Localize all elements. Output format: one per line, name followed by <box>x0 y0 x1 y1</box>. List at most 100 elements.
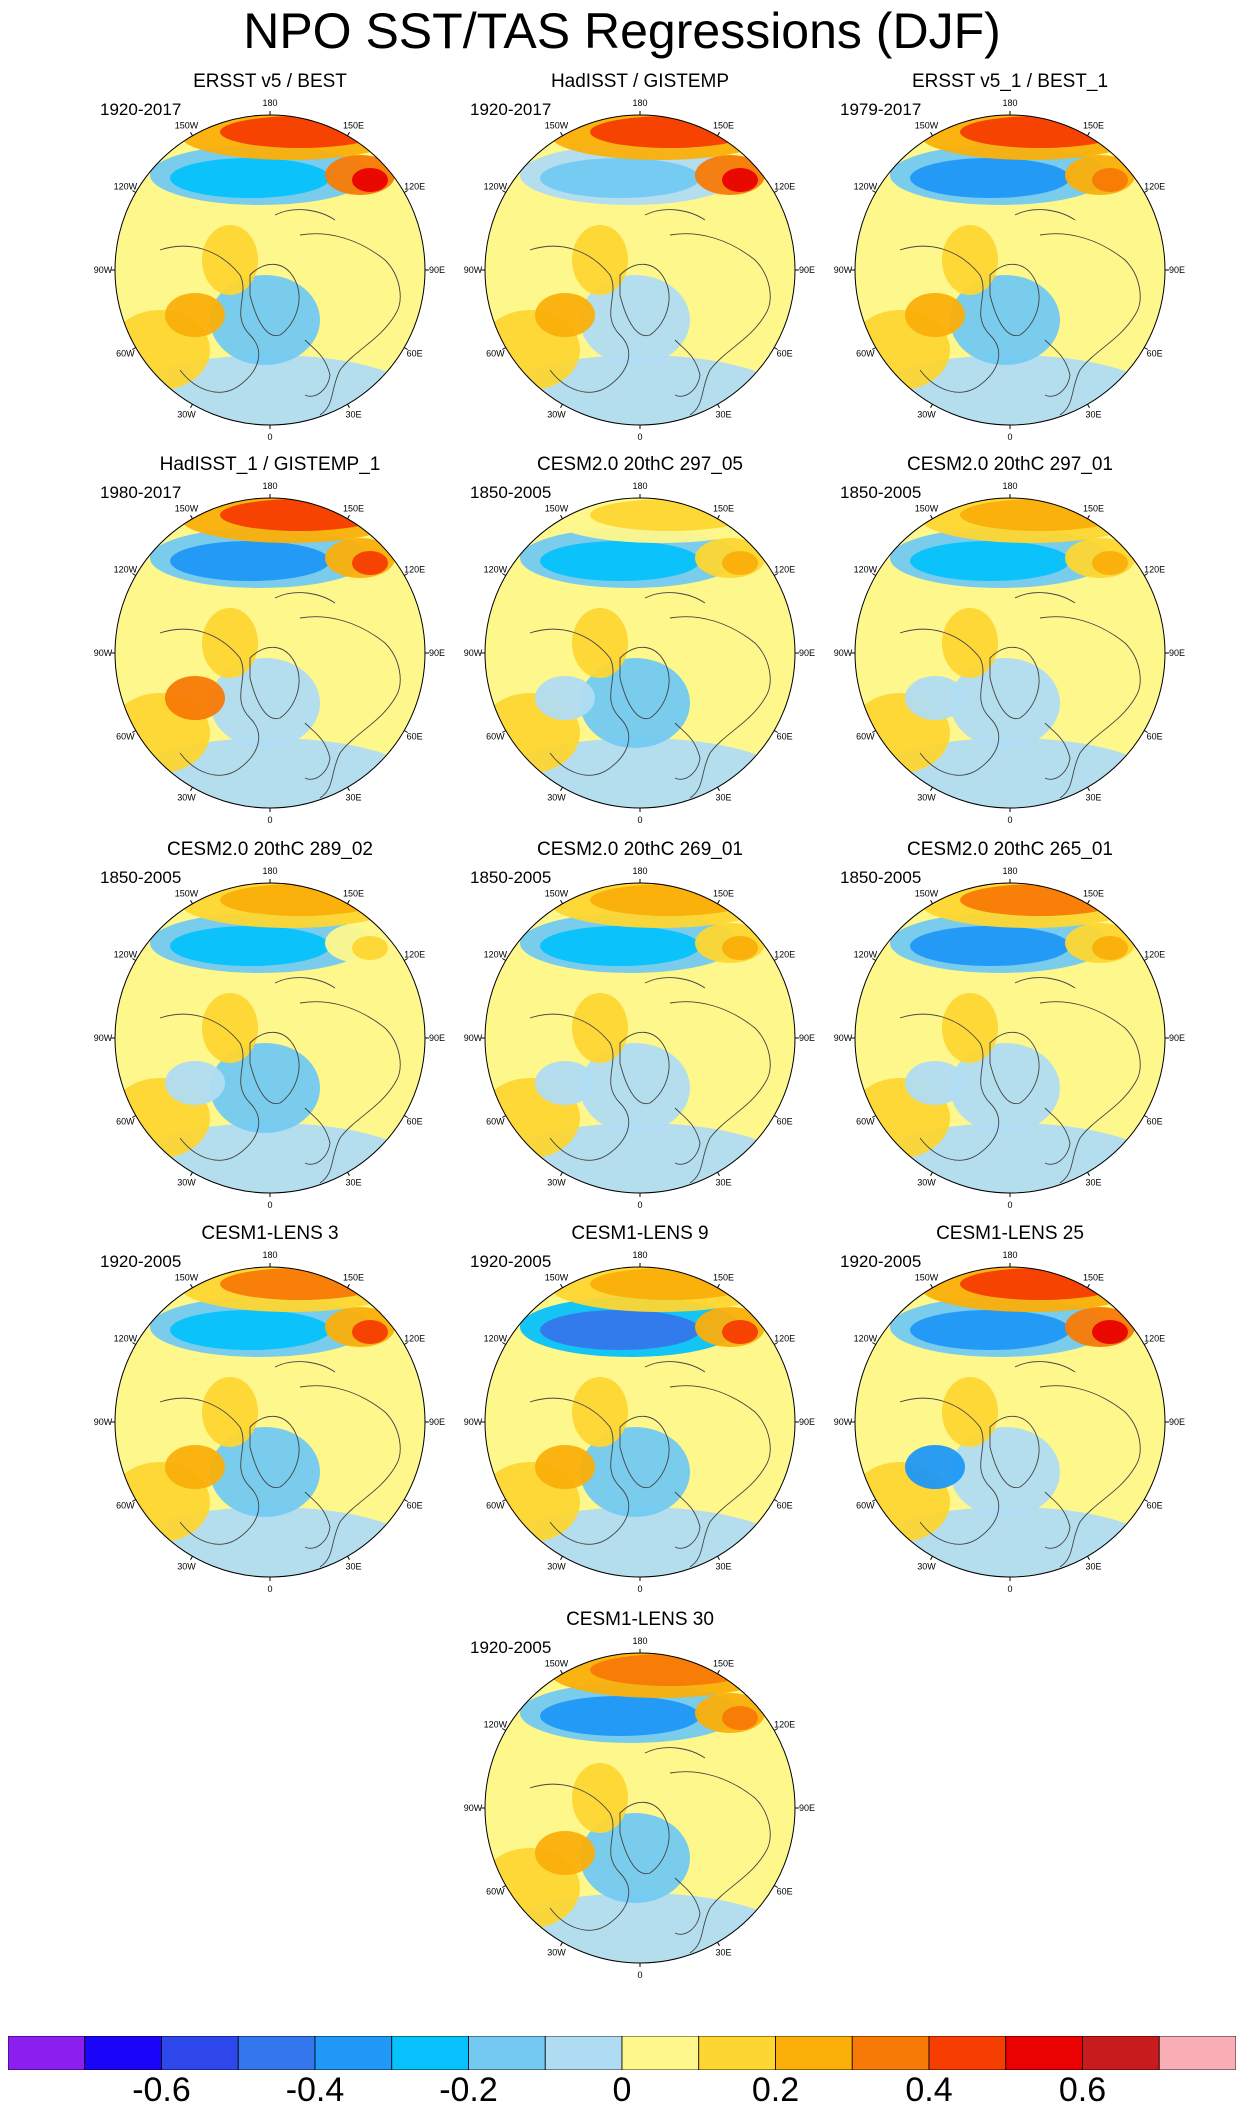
longitude-label: 60W <box>486 1501 505 1511</box>
longitude-label: 30W <box>917 410 936 420</box>
longitude-label: 30E <box>345 410 361 420</box>
longitude-label: 180 <box>632 98 647 108</box>
longitude-label: 90W <box>834 1033 853 1043</box>
longitude-label: 30W <box>177 793 196 803</box>
longitude-label: 180 <box>632 481 647 491</box>
longitude-label: 60W <box>486 1887 505 1897</box>
longitude-label: 150W <box>545 888 569 898</box>
colorbar-label: -0.2 <box>439 2071 498 2109</box>
longitude-label: 150W <box>545 1658 569 1668</box>
longitude-label: 120E <box>774 950 795 960</box>
colorbar-swatch <box>621 2036 700 2070</box>
longitude-label: 0 <box>637 1970 642 1980</box>
longitude-label: 30W <box>177 1562 196 1572</box>
map-panel: CESM2.0 20thC 297_01 1850-2005 180 150E 120E… <box>830 453 1190 833</box>
panel-period: 1920-2005 <box>840 1252 922 1271</box>
longitude-label: 150W <box>175 1272 199 1282</box>
longitude-label: 0 <box>1007 815 1012 825</box>
longitude-label: 150E <box>1083 888 1104 898</box>
longitude-label: 90W <box>94 648 113 658</box>
panel-title: CESM1-LENS 25 <box>936 1223 1084 1244</box>
map-panel: HadISST_1 / GISTEMP_1 1980-2017 180 150E 120… <box>90 453 450 833</box>
polar-map: 180 150E 120E 90E 60E 30E 0 30W 60W 90W 120W 150W <box>94 98 445 442</box>
longitude-label: 30E <box>1085 1178 1101 1188</box>
longitude-label: 90E <box>799 1033 815 1043</box>
panel-period: 1850-2005 <box>840 868 922 887</box>
longitude-label: 150W <box>915 120 939 130</box>
colorbar-swatch <box>544 2036 623 2070</box>
longitude-label: 150E <box>343 503 364 513</box>
longitude-label: 120E <box>1144 950 1165 960</box>
longitude-label: 90E <box>429 1417 445 1427</box>
longitude-label: 150W <box>915 1272 939 1282</box>
longitude-label: 180 <box>1002 481 1017 491</box>
panel-title: HadISST / GISTEMP <box>550 71 730 92</box>
longitude-label: 60W <box>116 349 135 359</box>
longitude-label: 60E <box>777 732 793 742</box>
longitude-label: 90W <box>834 265 853 275</box>
colorbar-label: 0.4 <box>905 2071 953 2109</box>
longitude-label: 180 <box>262 98 277 108</box>
longitude-label: 150E <box>713 1658 734 1668</box>
longitude-label: 150E <box>343 120 364 130</box>
longitude-label: 60E <box>1147 732 1163 742</box>
polar-map: 180 150E 120E 90E 60E 30E 0 30W 60W 90W 120W 150W <box>834 98 1185 442</box>
colorbar-swatch <box>84 2036 162 2070</box>
polar-map: 180 150E 120E 90E 60E 30E 0 30W 60W 90W 120W 150W <box>94 481 445 825</box>
longitude-label: 180 <box>632 1250 647 1260</box>
map-panel: ERSST v5 / BEST 1920-2017 180 150E 120E 90E 60… <box>90 70 450 450</box>
polar-map: 180 150E 120E 90E 60E 30E 0 30W 60W 90W 120W 150W <box>464 1636 815 1980</box>
longitude-label: 30E <box>1085 793 1101 803</box>
longitude-label: 120W <box>114 565 138 575</box>
longitude-label: 120W <box>484 565 508 575</box>
colorbar-swatch <box>851 2036 930 2070</box>
polar-map: 180 150E 120E 90E 60E 30E 0 30W 60W 90W 120W 150W <box>94 866 445 1210</box>
longitude-label: 30W <box>547 793 566 803</box>
longitude-label: 150E <box>343 888 364 898</box>
longitude-label: 30E <box>715 1948 731 1958</box>
longitude-label: 60E <box>777 1887 793 1897</box>
longitude-label: 60W <box>486 349 505 359</box>
longitude-label: 0 <box>637 1584 642 1594</box>
longitude-label: 60E <box>1147 1117 1163 1127</box>
panel-title: HadISST_1 / GISTEMP_1 <box>159 454 381 475</box>
map-panel: CESM2.0 20thC 265_01 1850-2005 180 150E 120E… <box>830 838 1190 1218</box>
longitude-label: 120E <box>1144 1334 1165 1344</box>
longitude-label: 120E <box>774 1334 795 1344</box>
longitude-label: 90E <box>799 1803 815 1813</box>
longitude-label: 90E <box>799 648 815 658</box>
colorbar-label: -0.4 <box>285 2071 345 2109</box>
colorbar-swatch <box>698 2036 776 2070</box>
longitude-label: 150W <box>175 120 199 130</box>
map-panel: CESM2.0 20thC 289_02 1850-2005 180 150E 120E… <box>90 838 450 1218</box>
longitude-label: 60W <box>116 732 135 742</box>
longitude-label: 30E <box>715 410 731 420</box>
longitude-label: 0 <box>267 432 272 442</box>
longitude-label: 30E <box>715 1562 731 1572</box>
longitude-label: 60W <box>856 732 875 742</box>
longitude-label: 150W <box>545 120 569 130</box>
longitude-label: 30W <box>547 1948 566 1958</box>
polar-map: 180 150E 120E 90E 60E 30E 0 30W 60W 90W 120W 150W <box>94 1250 445 1594</box>
longitude-label: 120W <box>114 182 138 192</box>
longitude-label: 120W <box>484 950 508 960</box>
longitude-label: 60E <box>407 1501 423 1511</box>
map-panel: HadISST / GISTEMP 1920-2017 180 150E 120E 90E… <box>460 70 820 450</box>
colorbar-label: -0.6 <box>132 2071 191 2109</box>
panel-period: 1850-2005 <box>100 868 182 887</box>
longitude-label: 150E <box>713 1272 734 1282</box>
colorbar-swatch <box>314 2036 393 2070</box>
longitude-label: 120E <box>404 565 425 575</box>
longitude-label: 120W <box>114 950 138 960</box>
longitude-label: 0 <box>1007 1200 1012 1210</box>
longitude-label: 60W <box>116 1501 135 1511</box>
longitude-label: 30E <box>715 793 731 803</box>
panel-period: 1920-2017 <box>100 100 182 119</box>
longitude-label: 120E <box>1144 182 1165 192</box>
colorbar-label: 0.2 <box>751 2071 800 2109</box>
colorbar-label: 0.6 <box>1058 2071 1107 2109</box>
map-panel: CESM1-LENS 30 1920-2005 180 150E 120E 90E 60E 3… <box>460 1608 820 1988</box>
colorbar-swatch <box>237 2036 316 2070</box>
longitude-label: 180 <box>1002 1250 1017 1260</box>
longitude-label: 30E <box>345 1178 361 1188</box>
